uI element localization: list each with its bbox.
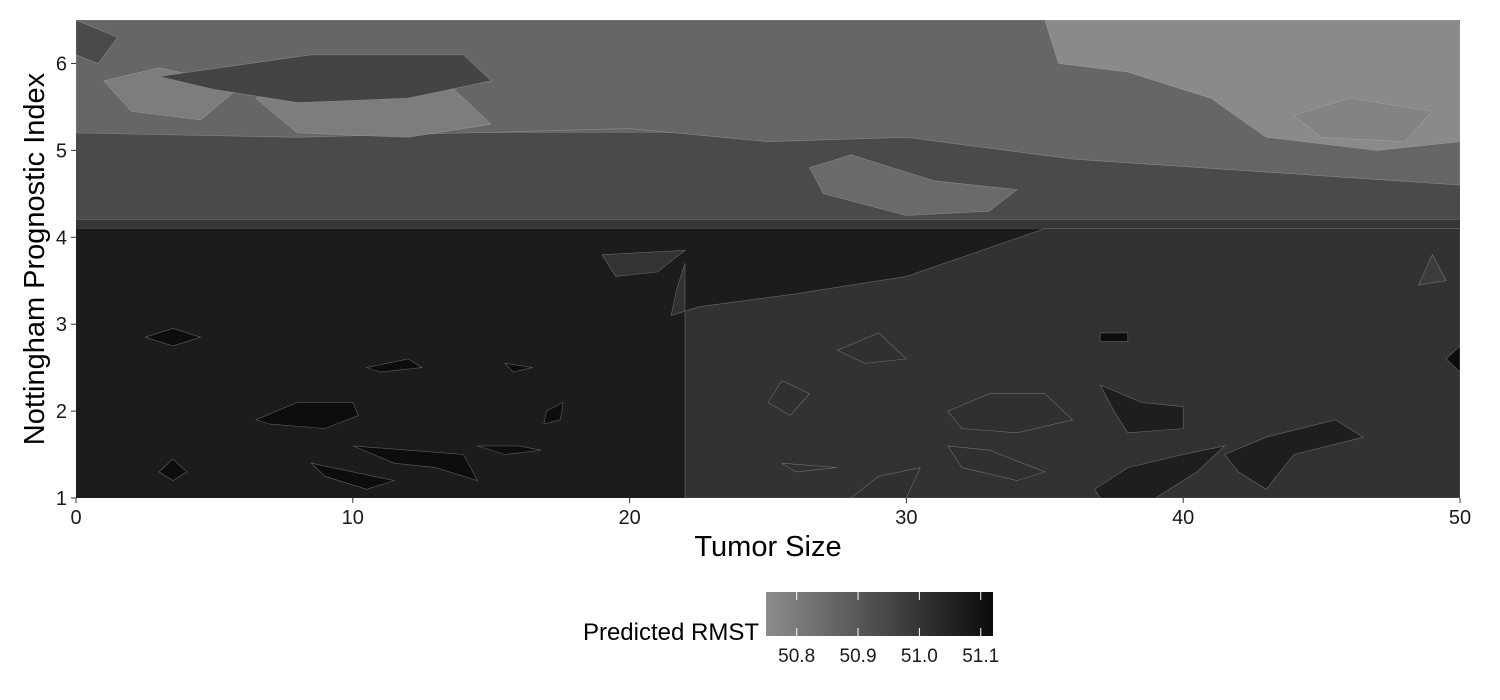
colorbar-tick-label: 51.0: [901, 646, 938, 667]
y-tick-label: 5: [56, 140, 67, 162]
contour-region-26: [781, 462, 838, 473]
contour-region-15: [504, 362, 533, 373]
colorbar-tick-label: 50.8: [778, 646, 815, 667]
contour-region-28: [1224, 419, 1364, 490]
contour-region-25: [850, 467, 921, 498]
contour-region-0: [670, 228, 1460, 498]
contour-region-19: [1445, 345, 1460, 373]
contour-region-7: [809, 154, 1018, 216]
x-tick-label: 40: [1172, 507, 1194, 529]
contour-region-18: [1099, 332, 1129, 342]
contour-region-21: [836, 332, 908, 364]
y-tick-label: 2: [56, 401, 67, 423]
contour-region-5: [158, 54, 492, 103]
contour-region-17: [543, 401, 564, 425]
contour-region-27: [1099, 384, 1184, 434]
contour-region-8: [1293, 97, 1433, 143]
x-tick-label: 30: [895, 507, 917, 529]
contour-region-29: [1094, 445, 1226, 498]
contour-region-14: [310, 462, 396, 490]
contour-region-30: [1417, 254, 1447, 286]
y-tick-label: 3: [56, 314, 67, 336]
contour-region-11: [255, 402, 359, 429]
x-tick-label: 50: [1449, 507, 1471, 529]
x-tick-label: 10: [342, 507, 364, 529]
colorbar-tick-label: 51.1: [962, 646, 999, 667]
y-axis-title: Nottingham Prognostic Index: [19, 72, 51, 445]
contour-region-22: [767, 380, 810, 416]
contour-region-16: [477, 445, 542, 455]
contour-region-23: [947, 393, 1074, 434]
plot-area: [76, 20, 1460, 498]
contour-region-20: [158, 458, 188, 481]
colorbar-title: Predicted RMST: [583, 619, 759, 646]
contour-region-10: [144, 328, 202, 347]
colorbar-ticks: 50.8 50.9 51.0 51.1: [778, 592, 999, 667]
x-axis-title: Tumor Size: [694, 531, 841, 563]
y-tick-label: 1: [56, 488, 67, 510]
x-tick-label: 20: [618, 507, 640, 529]
contour-regions: [76, 20, 1460, 498]
y-tick-label: 6: [56, 53, 67, 75]
contour-region-6: [76, 20, 118, 64]
contour-region-13: [352, 445, 479, 482]
contour-region-24: [947, 445, 1046, 481]
contour-band-1: [76, 219, 1460, 229]
colorbar-gradient: [766, 592, 993, 636]
colorbar-tick-label: 50.9: [840, 646, 877, 667]
y-tick-label: 4: [56, 227, 67, 249]
contour-region-9: [601, 249, 686, 277]
y-axis: 1 2 3 4 5 6: [56, 53, 76, 510]
x-tick-label: 0: [70, 507, 81, 529]
x-axis: 0 10 20 30 40 50: [70, 498, 1471, 529]
contour-region-12: [365, 358, 423, 373]
colorbar-legend: Predicted RMST 50.8 50.9 51.0 51.1: [583, 592, 999, 667]
